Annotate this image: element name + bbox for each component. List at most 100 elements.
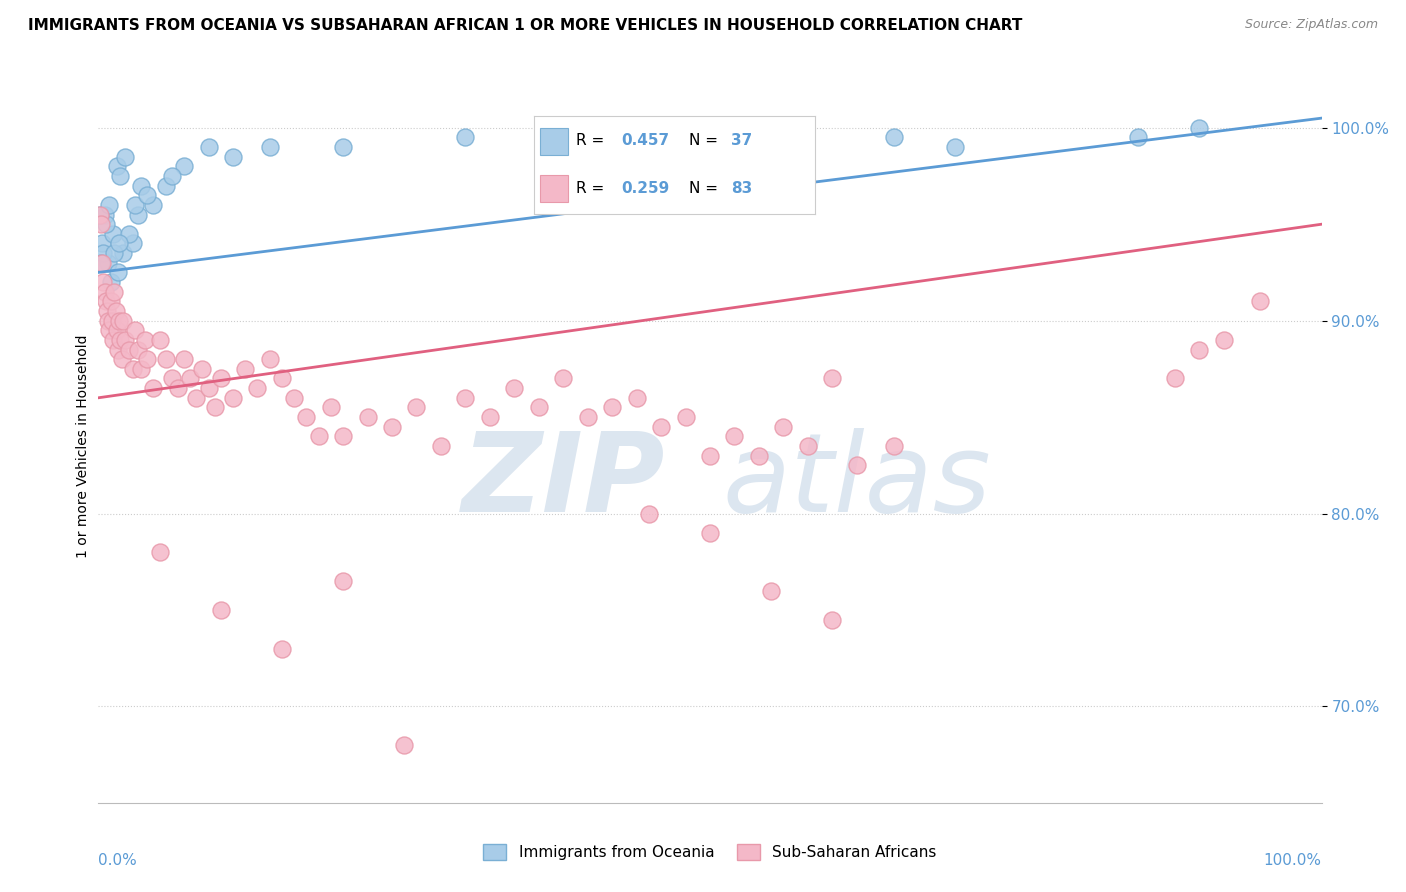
Point — [204, 401, 226, 415]
Text: R =: R = — [576, 134, 610, 148]
Point — [197, 140, 219, 154]
Point — [723, 429, 745, 443]
Point — [699, 449, 721, 463]
Y-axis label: 1 or more Vehicles in Household: 1 or more Vehicles in Household — [76, 334, 90, 558]
Point — [94, 294, 117, 309]
Point — [155, 178, 177, 193]
Point — [259, 352, 281, 367]
Point — [142, 381, 165, 395]
Point — [478, 410, 501, 425]
Point — [209, 603, 232, 617]
Point — [233, 362, 256, 376]
Point — [209, 371, 232, 385]
Point — [356, 410, 378, 425]
Point — [101, 227, 124, 241]
Point — [97, 256, 120, 270]
Bar — [540, 128, 568, 155]
Point — [405, 401, 427, 415]
Point — [883, 439, 905, 453]
Point — [600, 401, 623, 415]
Point — [797, 439, 820, 453]
Point — [110, 333, 132, 347]
Point — [96, 304, 118, 318]
Point — [129, 362, 152, 376]
Point — [1188, 120, 1211, 135]
Point — [332, 574, 354, 588]
Point — [91, 275, 114, 289]
Point — [107, 343, 129, 357]
Point — [699, 130, 721, 145]
Point — [149, 545, 172, 559]
Point — [155, 352, 177, 367]
Point — [121, 362, 143, 376]
Point — [160, 371, 183, 385]
Point — [821, 613, 844, 627]
Point — [1250, 294, 1272, 309]
Point — [121, 236, 143, 251]
Point — [93, 208, 115, 222]
Text: 0.259: 0.259 — [621, 180, 669, 195]
Point — [699, 525, 721, 540]
Point — [89, 208, 111, 222]
Legend: Immigrants from Oceania, Sub-Saharan Africans: Immigrants from Oceania, Sub-Saharan Afr… — [477, 838, 943, 866]
Point — [637, 507, 661, 521]
Point — [761, 583, 783, 598]
Point — [98, 323, 121, 337]
Point — [454, 130, 477, 145]
Point — [845, 458, 868, 473]
Point — [772, 419, 794, 434]
Text: N =: N = — [689, 180, 723, 195]
Point — [111, 246, 134, 260]
Point — [308, 429, 330, 443]
Point — [283, 391, 305, 405]
Point — [101, 313, 124, 327]
Point — [90, 217, 112, 231]
Point — [105, 323, 128, 337]
Point — [108, 236, 131, 251]
Text: ZIP: ZIP — [461, 428, 665, 535]
Point — [332, 429, 354, 443]
Point — [173, 352, 195, 367]
Text: 83: 83 — [731, 180, 752, 195]
Point — [129, 178, 152, 193]
Point — [197, 381, 219, 395]
Text: 0.0%: 0.0% — [98, 853, 138, 868]
Point — [100, 294, 122, 309]
Point — [392, 738, 416, 752]
Point — [93, 285, 115, 299]
Point — [103, 246, 125, 260]
Point — [91, 236, 114, 251]
Point — [626, 391, 648, 405]
Point — [821, 371, 844, 385]
Point — [114, 333, 136, 347]
Point — [91, 256, 114, 270]
Point — [160, 169, 183, 183]
Point — [191, 362, 214, 376]
Point — [118, 343, 141, 357]
Point — [748, 449, 770, 463]
Point — [503, 381, 526, 395]
Point — [91, 246, 114, 260]
Point — [1164, 371, 1187, 385]
Point — [142, 198, 165, 212]
Point — [173, 159, 195, 173]
Text: R =: R = — [576, 180, 610, 195]
Point — [943, 140, 966, 154]
Point — [105, 159, 128, 173]
Point — [97, 313, 120, 327]
Text: IMMIGRANTS FROM OCEANIA VS SUBSAHARAN AFRICAN 1 OR MORE VEHICLES IN HOUSEHOLD CO: IMMIGRANTS FROM OCEANIA VS SUBSAHARAN AF… — [28, 18, 1022, 33]
Point — [675, 410, 697, 425]
Text: 0.457: 0.457 — [621, 134, 669, 148]
Text: 37: 37 — [731, 134, 752, 148]
Point — [110, 169, 132, 183]
Point — [89, 208, 111, 222]
Point — [186, 391, 208, 405]
Text: atlas: atlas — [723, 428, 991, 535]
Point — [883, 130, 905, 145]
Point — [259, 140, 281, 154]
Point — [650, 419, 672, 434]
Point — [430, 439, 453, 453]
Point — [1212, 333, 1234, 347]
Point — [104, 304, 127, 318]
Point — [576, 410, 599, 425]
